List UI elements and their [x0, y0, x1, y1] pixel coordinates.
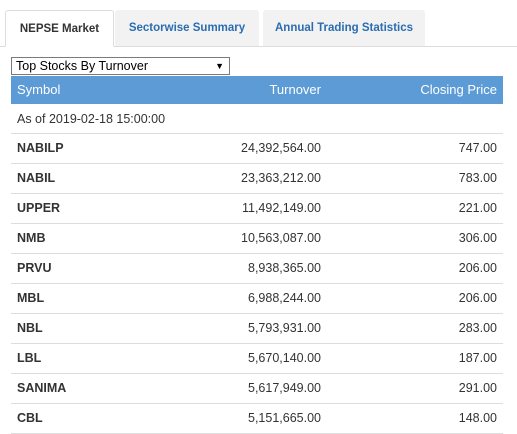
- cell-symbol: LBL: [17, 351, 42, 365]
- cell-closing-price: 221.00: [458, 201, 497, 215]
- cell-closing-price: 206.00: [458, 261, 497, 275]
- cell-symbol: NBL: [17, 321, 43, 335]
- tab-sectorwise-summary[interactable]: Sectorwise Summary: [115, 10, 259, 46]
- cell-symbol: UPPER: [17, 201, 61, 215]
- select-value: Top Stocks By Turnover: [16, 59, 149, 73]
- header-turnover: Turnover: [269, 82, 321, 97]
- cell-closing-price: 747.00: [458, 141, 497, 155]
- stocks-filter-select[interactable]: Top Stocks By Turnover ▼: [11, 57, 230, 75]
- table-row: LBL 5,670,140.00 187.00: [11, 344, 503, 374]
- tab-bar: NEPSE Market Sectorwise Summary Annual T…: [0, 0, 517, 47]
- cell-turnover: 8,938,365.00: [248, 261, 321, 275]
- table-row: UPPER 11,492,149.00 221.00: [11, 194, 503, 224]
- cell-symbol: MBL: [17, 291, 45, 305]
- cell-symbol: NABIL: [17, 171, 56, 185]
- cell-turnover: 10,563,087.00: [241, 231, 321, 245]
- cell-turnover: 24,392,564.00: [241, 141, 321, 155]
- table-row: NBL 5,793,931.00 283.00: [11, 314, 503, 344]
- tab-nepse-market[interactable]: NEPSE Market: [5, 10, 114, 47]
- as-of-timestamp: As of 2019-02-18 15:00:00: [17, 112, 166, 126]
- cell-turnover: 6,988,244.00: [248, 291, 321, 305]
- cell-symbol: SANIMA: [17, 381, 67, 395]
- table-row: NABILP 24,392,564.00 747.00: [11, 134, 503, 164]
- cell-turnover: 11,492,149.00: [241, 201, 321, 215]
- dropdown-arrow-icon: ▼: [215, 61, 224, 71]
- cell-closing-price: 148.00: [458, 411, 497, 425]
- table-header: Symbol Turnover Closing Price: [11, 76, 503, 104]
- cell-closing-price: 291.00: [458, 381, 497, 395]
- cell-closing-price: 783.00: [458, 171, 497, 185]
- header-closing-price: Closing Price: [420, 82, 497, 97]
- cell-turnover: 5,670,140.00: [248, 351, 321, 365]
- table-body: NABILP 24,392,564.00 747.00 NABIL 23,363,212…: [11, 134, 503, 434]
- table-row: SANIMA 5,617,949.00 291.00: [11, 374, 503, 404]
- tab-annual-trading-statistics[interactable]: Annual Trading Statistics: [263, 10, 425, 46]
- cell-turnover: 23,363,212.00: [241, 171, 321, 185]
- cell-turnover: 5,793,931.00: [248, 321, 321, 335]
- table-row: NMB 10,563,087.00 306.00: [11, 224, 503, 254]
- cell-symbol: PRVU: [17, 261, 52, 275]
- cell-symbol: NABILP: [17, 141, 64, 155]
- table-row: NABIL 23,363,212.00 783.00: [11, 164, 503, 194]
- cell-closing-price: 306.00: [458, 231, 497, 245]
- cell-closing-price: 283.00: [458, 321, 497, 335]
- cell-closing-price: 206.00: [458, 291, 497, 305]
- cell-turnover: 5,617,949.00: [248, 381, 321, 395]
- cell-turnover: 5,151,665.00: [248, 411, 321, 425]
- header-symbol: Symbol: [17, 82, 61, 97]
- as-of-row: As of 2019-02-18 15:00:00: [11, 104, 503, 134]
- table-row: PRVU 8,938,365.00 206.00: [11, 254, 503, 284]
- table-row: MBL 6,988,244.00 206.00: [11, 284, 503, 314]
- cell-closing-price: 187.00: [458, 351, 497, 365]
- cell-symbol: CBL: [17, 411, 43, 425]
- cell-symbol: NMB: [17, 231, 46, 245]
